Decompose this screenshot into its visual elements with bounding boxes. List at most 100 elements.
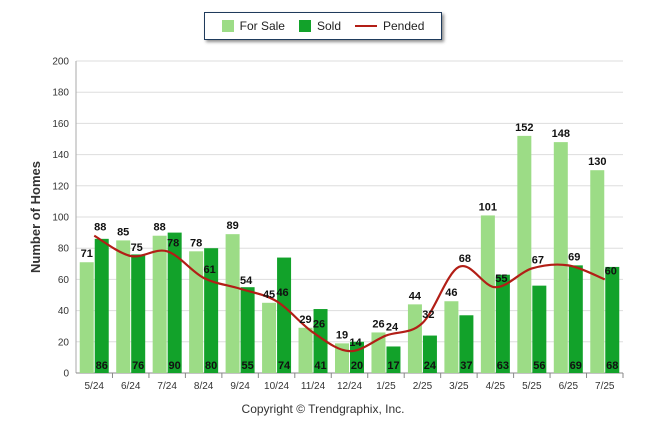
legend-item-sold: Sold [298,19,341,33]
bar-for-sale [553,142,568,373]
label-sold: 17 [387,360,399,372]
legend-item-for-sale: For Sale [221,19,285,33]
x-tick-label: 6/24 [121,381,141,392]
x-tick-label: 7/24 [157,381,177,392]
label-for-sale: 152 [515,122,533,134]
label-pended: 88 [94,222,106,234]
label-sold: 55 [241,360,253,372]
y-axis-title: Number of Homes [28,161,43,273]
label-for-sale: 44 [409,290,422,302]
x-tick-label: 9/24 [230,381,250,392]
label-sold: 24 [424,360,437,372]
bar-sold [568,265,583,373]
y-tick-label: 200 [52,57,69,68]
bar-sold [605,266,620,373]
label-pended: 26 [313,318,325,330]
bar-for-sale [79,262,94,373]
label-for-sale: 78 [190,237,202,249]
bar-sold [131,254,146,373]
label-pended: 60 [605,265,617,277]
legend-label-sold: Sold [316,19,341,33]
bar-sold [422,335,437,373]
label-sold: 20 [351,360,363,372]
bar-for-sale [298,327,313,373]
bar-sold [495,274,510,373]
y-tick-label: 120 [52,181,69,192]
bar-for-sale [152,235,167,373]
bar-sold [94,238,109,373]
bar-for-sale [262,302,277,373]
bar-sold [240,287,255,373]
y-tick-label: 60 [58,275,70,286]
label-sold: 90 [169,360,181,372]
label-for-sale: 71 [81,248,93,260]
bar-for-sale [371,332,386,373]
label-sold: 63 [497,360,509,372]
label-for-sale: 26 [372,318,384,330]
bar-for-sale [225,234,240,373]
label-pended: 46 [276,287,288,299]
label-for-sale: 148 [552,128,570,140]
x-tick-label: 4/25 [486,381,506,392]
x-tick-label: 8/24 [194,381,214,392]
y-tick-label: 0 [63,369,69,380]
bar-for-sale [407,304,422,373]
x-tick-label: 2/25 [413,381,433,392]
label-sold: 69 [570,360,582,372]
bar-sold [277,257,292,373]
label-pended: 75 [131,242,143,254]
label-for-sale: 130 [588,156,606,168]
label-for-sale: 101 [479,201,497,213]
label-sold: 37 [460,360,472,372]
y-tick-label: 100 [52,213,69,224]
x-tick-label: 10/24 [264,381,289,392]
label-sold: 80 [205,360,217,372]
bar-sold [386,346,401,373]
label-pended: 55 [495,273,507,285]
label-sold: 41 [314,360,326,372]
bar-for-sale [480,215,495,373]
legend-swatch-pended [355,25,377,27]
bar-for-sale [517,135,532,373]
label-sold: 56 [533,360,545,372]
label-pended: 54 [240,275,253,287]
bar-sold [532,285,547,373]
y-tick-label: 180 [52,88,69,99]
label-sold: 76 [132,360,144,372]
y-tick-label: 160 [52,119,69,130]
legend-item-pended: Pended [355,19,424,33]
line-pended [93,234,606,353]
y-tick-label: 80 [58,244,70,255]
bar-sold [167,232,182,373]
x-tick-label: 12/24 [337,381,362,392]
bar-sold [313,309,328,373]
bar-for-sale [116,240,131,373]
y-tick-label: 40 [58,306,70,317]
label-pended: 24 [386,322,399,334]
bar-for-sale [189,251,204,373]
legend-swatch-for-sale [221,20,234,32]
x-tick-label: 5/24 [84,381,104,392]
bar-sold [459,315,474,373]
label-sold: 68 [606,360,618,372]
label-pended: 69 [568,251,580,263]
label-sold: 74 [278,360,291,372]
legend-label-for-sale: For Sale [239,19,285,33]
label-for-sale: 45 [263,289,275,301]
label-pended: 14 [349,337,362,349]
label-for-sale: 46 [445,287,457,299]
copyright-text: Copyright © Trendgraphix, Inc. [241,402,405,416]
legend-swatch-sold [298,20,311,32]
label-for-sale: 19 [336,329,348,341]
label-pended: 67 [532,254,544,266]
legend-label-pended: Pended [383,19,425,33]
label-pended: 68 [459,253,471,265]
bar-for-sale [590,170,605,373]
label-for-sale: 29 [299,314,311,326]
y-tick-label: 20 [58,337,70,348]
x-tick-label: 3/25 [449,381,469,392]
x-tick-label: 11/24 [301,381,326,392]
label-for-sale: 88 [154,222,166,234]
label-for-sale: 89 [226,220,238,232]
